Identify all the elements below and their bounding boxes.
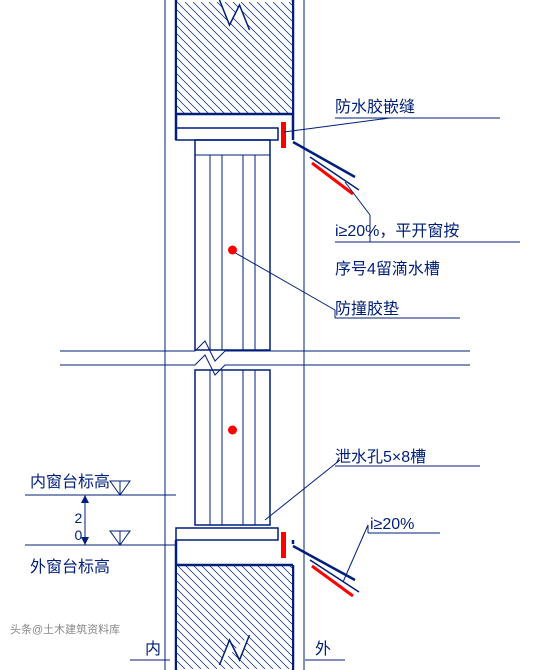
label-inside: 内 xyxy=(145,640,161,659)
label-sealant: 防水胶嵌缝 xyxy=(335,98,415,117)
label-bumper-pad: 防撞胶垫 xyxy=(335,300,399,319)
label-slope-casement: i≥20%，平开窗按 xyxy=(335,222,459,241)
attribution-text: 头条@土木建筑资料库 xyxy=(10,621,120,637)
label-drip-groove-seq: 序号4留滴水槽 xyxy=(335,260,440,279)
label-weep-hole: 泄水孔5×8槽 xyxy=(335,448,426,467)
label-inner-sill-elev: 内窗台标高 xyxy=(30,473,110,492)
dim-20: 20 xyxy=(70,510,85,544)
diagram-canvas: 防水胶嵌缝 i≥20%，平开窗按 序号4留滴水槽 防撞胶垫 泄水孔5×8槽 i≥… xyxy=(0,0,537,670)
label-outside: 外 xyxy=(315,640,331,659)
label-slope: i≥20% xyxy=(370,515,414,534)
label-outer-sill-elev: 外窗台标高 xyxy=(30,558,110,577)
